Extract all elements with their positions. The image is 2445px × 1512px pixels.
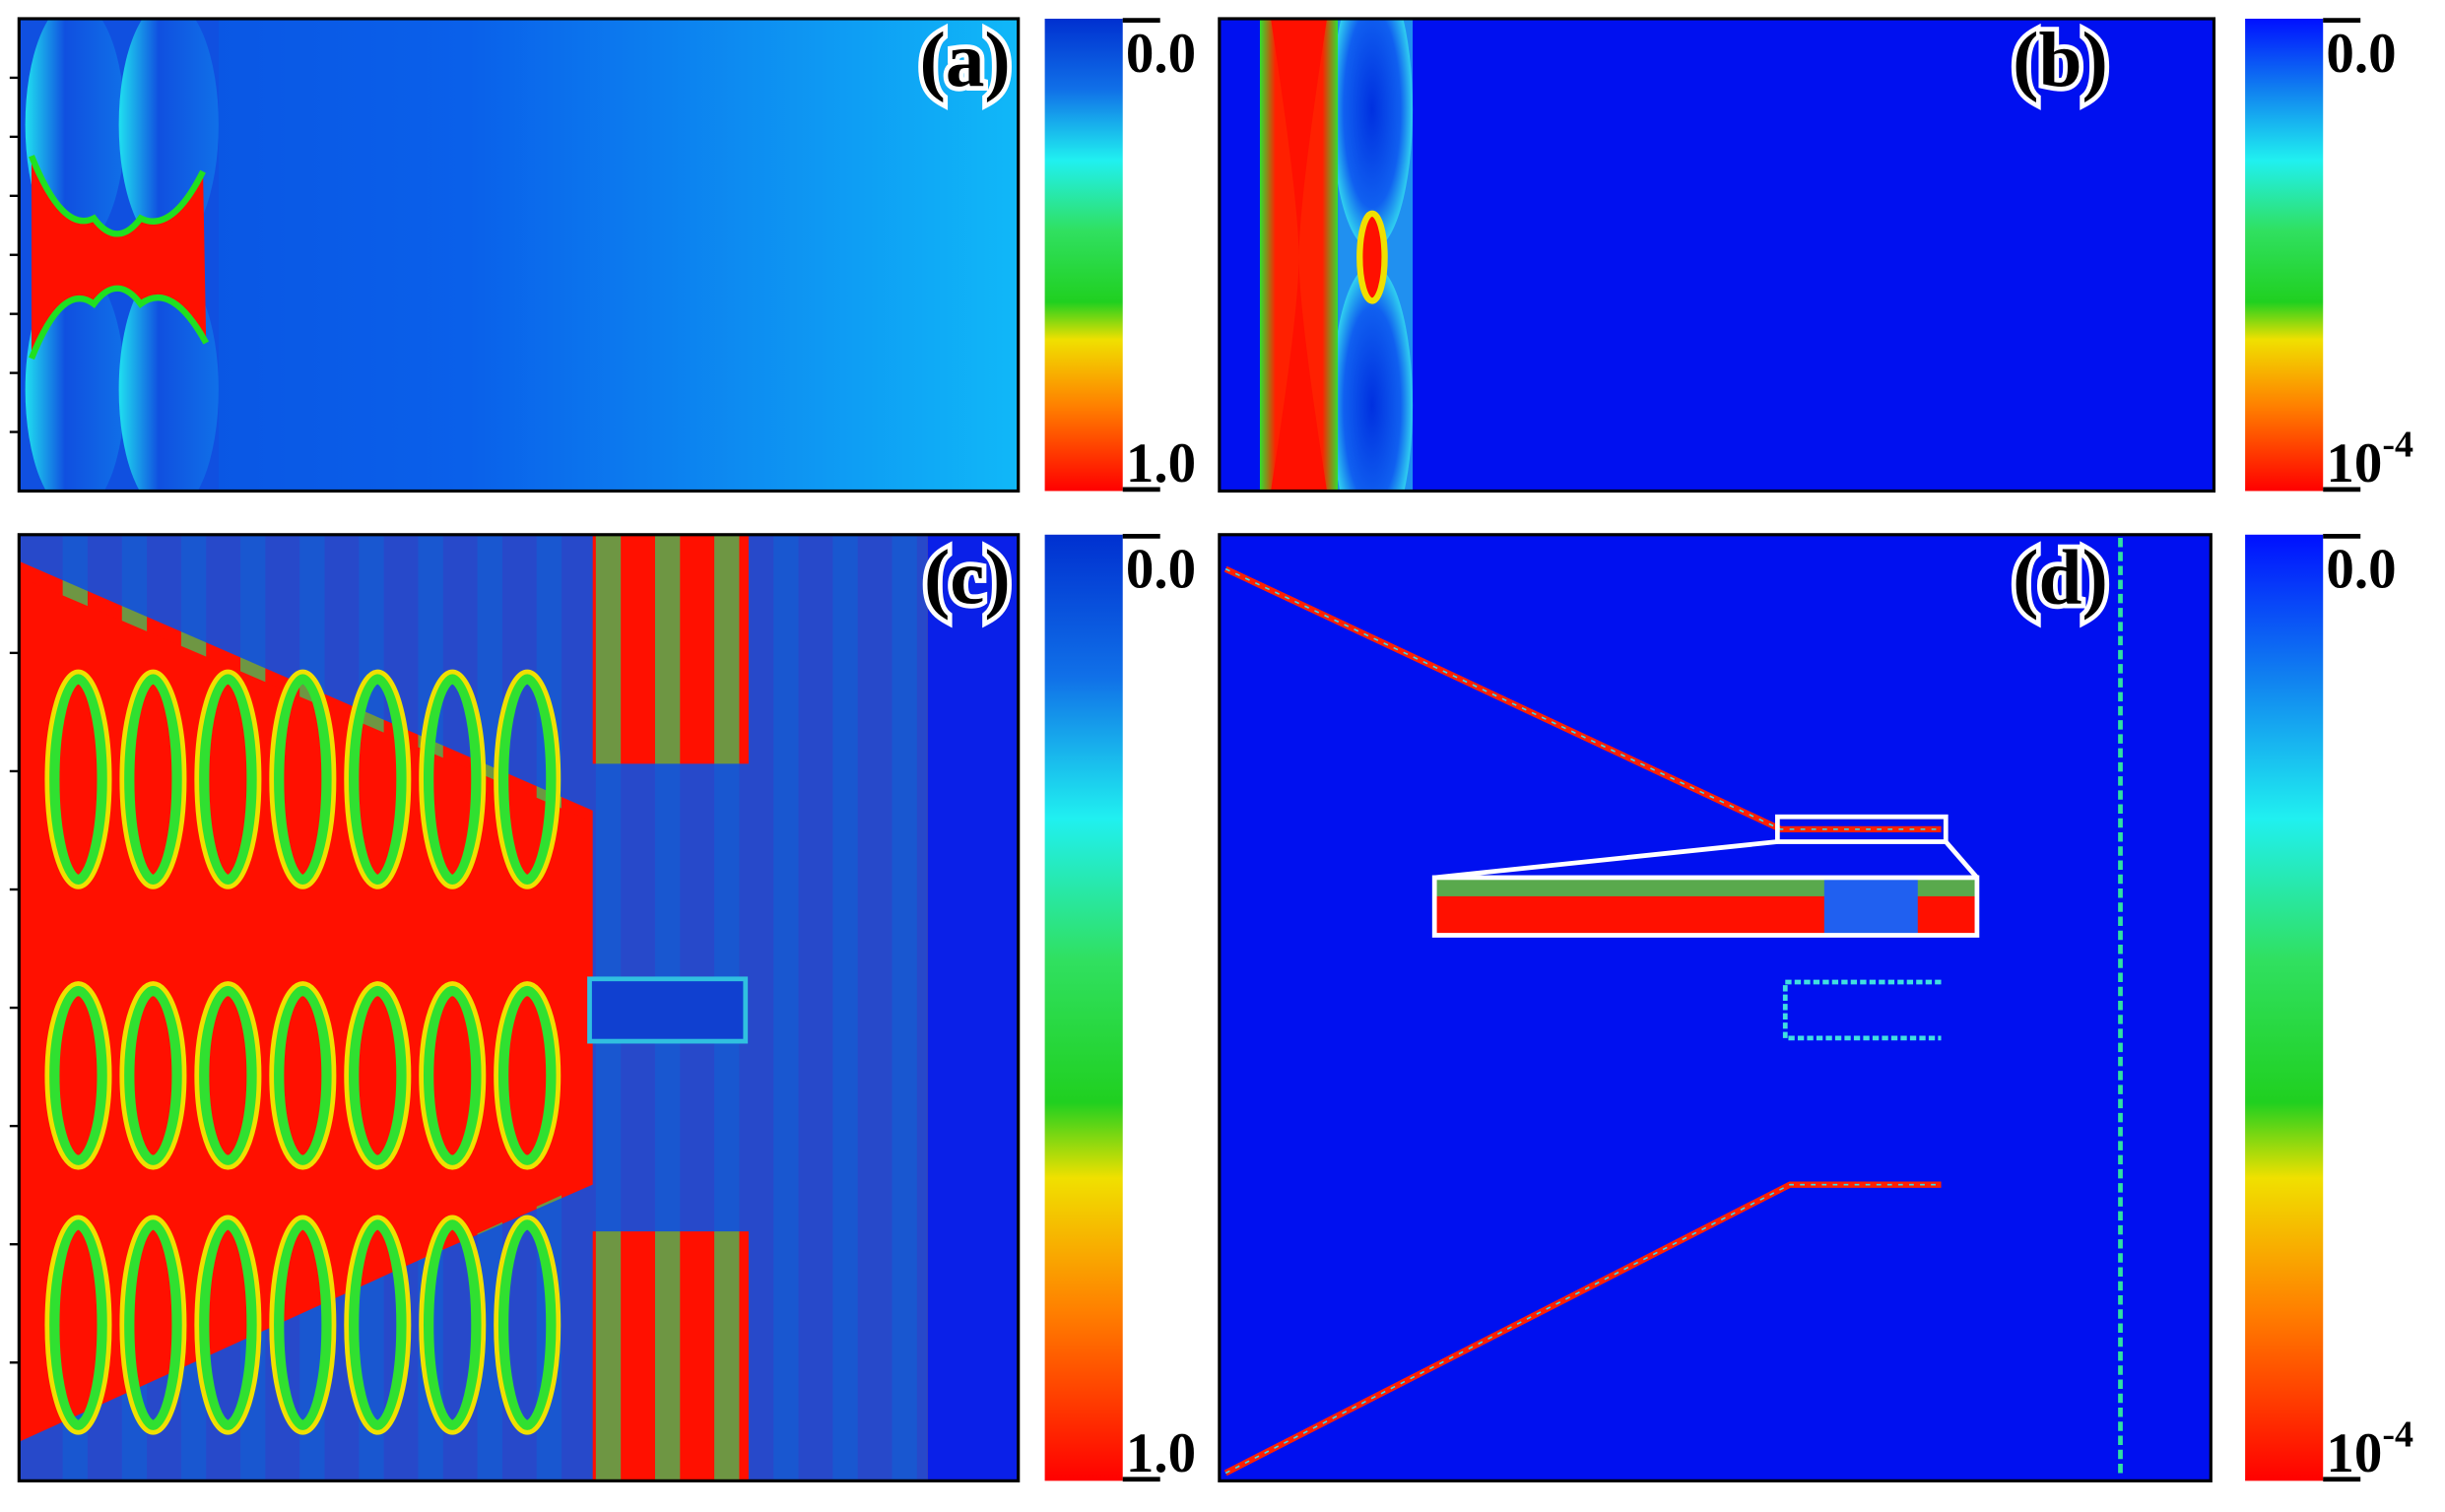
oval	[121, 983, 185, 1168]
colorbar-top-label: 0.0	[1126, 23, 1196, 85]
oval-edge	[269, 669, 337, 889]
oval-edge	[494, 1215, 562, 1435]
colorbar-bottom-label: 1.0	[1126, 1422, 1196, 1484]
exponent-base: 10	[2326, 1422, 2382, 1484]
shape	[19, 534, 928, 1481]
shape	[1356, 210, 1388, 304]
oval-edge	[494, 669, 562, 889]
oval	[46, 983, 110, 1168]
shape	[1431, 875, 1980, 938]
shape: (a) 0.01.0(b) 0.010-4(c) 0.01.0(d) 0.010-4	[915, 12, 2413, 1484]
oval-edge	[119, 1215, 187, 1435]
oval-edge	[419, 1215, 487, 1435]
oval	[121, 672, 185, 887]
oval-edge	[119, 669, 187, 889]
heatmap-d	[1219, 534, 2212, 1481]
oval-edge	[344, 1215, 412, 1435]
oval-edge	[419, 981, 487, 1170]
shape	[927, 534, 1019, 1481]
shape	[1944, 839, 1979, 880]
shape	[1823, 877, 1918, 936]
oval	[271, 983, 334, 1168]
shape	[1774, 814, 1949, 844]
colorbar-bottom-label: 10-4	[2326, 425, 2413, 494]
panel-label: (b)	[2013, 17, 2108, 103]
shape	[44, 669, 562, 1435]
colorbar-top-label: 0.0	[2326, 23, 2396, 85]
shape	[29, 155, 206, 237]
frame-d	[1218, 533, 2213, 1482]
oval-edge	[344, 981, 412, 1170]
shape	[1433, 839, 1778, 881]
colorbar-b	[2245, 18, 2324, 492]
colorbar-top-label: 0.0	[2326, 539, 2396, 601]
shape	[587, 976, 749, 1044]
oval-edge	[119, 981, 187, 1170]
oval-edge	[44, 981, 112, 1170]
frame-b	[1218, 17, 2216, 493]
oval-edge	[494, 981, 562, 1170]
shape	[31, 156, 207, 359]
shape	[1224, 567, 1942, 830]
oval-edge	[44, 1215, 112, 1435]
shape	[1331, 18, 1414, 250]
oval-edge	[269, 981, 337, 1170]
oval	[346, 672, 409, 887]
colorbar-bottom-label: 10-4	[2326, 1414, 2413, 1484]
panel-label: (d)	[2013, 534, 2108, 621]
oval	[421, 983, 484, 1168]
colorbar-a	[1044, 18, 1123, 492]
exponent: -4	[2382, 1414, 2413, 1456]
colorbar-d	[2245, 534, 2324, 1481]
oval	[346, 983, 409, 1168]
exponent-base: 10	[2326, 432, 2382, 494]
shape	[1224, 1183, 1942, 1475]
oval	[196, 672, 260, 887]
oval	[496, 672, 559, 887]
heatmap-b	[1219, 18, 2214, 492]
shape	[1271, 18, 1328, 492]
oval	[346, 1216, 409, 1433]
oval-edge	[194, 1215, 262, 1435]
shape	[1219, 534, 2212, 1481]
oval	[421, 672, 484, 887]
oval	[121, 1216, 185, 1433]
oval	[46, 1216, 110, 1433]
oval-edge	[194, 669, 262, 889]
oval-edge	[419, 669, 487, 889]
oval	[271, 1216, 334, 1433]
colorbar-bottom-label: 1.0	[1126, 432, 1196, 494]
heatmap-c	[19, 534, 1019, 1481]
colorbar-top-label: 0.0	[1126, 539, 1196, 601]
oval	[46, 672, 110, 887]
oval	[271, 672, 334, 887]
shape	[29, 285, 209, 361]
oval-edge	[344, 669, 412, 889]
oval	[496, 983, 559, 1168]
heatmap-a	[19, 18, 1019, 492]
oval	[196, 983, 260, 1168]
oval-edge	[269, 1215, 337, 1435]
exponent: -4	[2382, 425, 2413, 466]
panel-label: (c)	[924, 534, 1011, 621]
shape	[1331, 265, 1414, 492]
panel-label: (a)	[920, 17, 1011, 103]
oval	[421, 1216, 484, 1433]
oval	[196, 1216, 260, 1433]
colorbar-c	[1044, 534, 1123, 1481]
oval-edge	[194, 981, 262, 1170]
oval	[496, 1216, 559, 1433]
oval-edge	[44, 669, 112, 889]
